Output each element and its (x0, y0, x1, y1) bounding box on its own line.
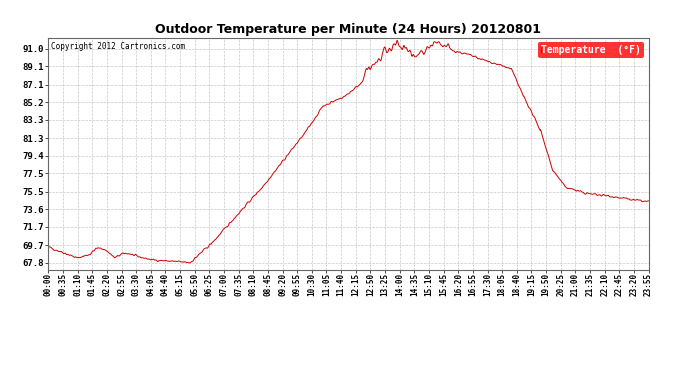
Legend: Temperature  (°F): Temperature (°F) (538, 42, 644, 58)
Title: Outdoor Temperature per Minute (24 Hours) 20120801: Outdoor Temperature per Minute (24 Hours… (155, 23, 542, 36)
Text: Copyright 2012 Cartronics.com: Copyright 2012 Cartronics.com (51, 42, 186, 51)
